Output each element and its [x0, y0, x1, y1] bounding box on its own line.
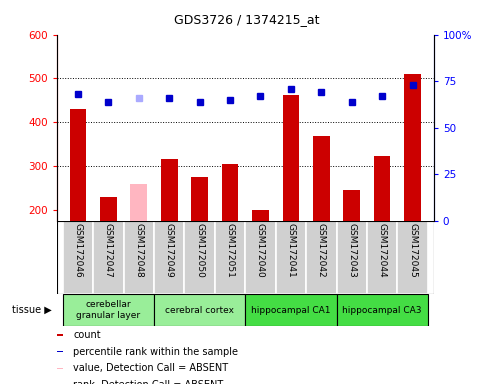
Bar	[93, 221, 124, 294]
Bar	[246, 221, 276, 294]
Text: GSM172051: GSM172051	[226, 223, 235, 278]
Text: GSM172050: GSM172050	[195, 223, 204, 278]
Bar	[367, 221, 397, 294]
Text: hippocampal CA1: hippocampal CA1	[251, 306, 331, 314]
Text: cerebellar
granular layer: cerebellar granular layer	[76, 300, 141, 320]
Bar	[337, 221, 367, 294]
Bar	[124, 221, 154, 294]
Text: percentile rank within the sample: percentile rank within the sample	[73, 347, 239, 357]
Text: hippocampal CA3: hippocampal CA3	[342, 306, 422, 314]
Text: rank, Detection Call = ABSENT: rank, Detection Call = ABSENT	[73, 380, 224, 384]
Bar	[57, 351, 63, 353]
Bar	[191, 177, 208, 221]
Bar	[63, 221, 93, 294]
Text: GSM172046: GSM172046	[73, 223, 82, 278]
Bar	[131, 184, 147, 221]
Bar	[57, 334, 63, 336]
Text: count: count	[73, 330, 101, 340]
Bar	[222, 164, 239, 221]
Bar	[397, 221, 428, 294]
Bar	[343, 190, 360, 221]
Text: cerebral cortex: cerebral cortex	[165, 306, 234, 314]
Bar	[404, 74, 421, 221]
Bar	[63, 294, 154, 326]
Text: GSM172041: GSM172041	[286, 223, 295, 278]
Bar	[276, 221, 306, 294]
Text: GSM172045: GSM172045	[408, 223, 417, 278]
Text: GSM172048: GSM172048	[134, 223, 143, 278]
Text: tissue ▶: tissue ▶	[12, 305, 52, 315]
Bar	[100, 197, 117, 221]
Text: GDS3726 / 1374215_at: GDS3726 / 1374215_at	[174, 13, 319, 26]
Text: GSM172043: GSM172043	[347, 223, 356, 278]
Bar	[154, 294, 246, 326]
Bar	[282, 94, 299, 221]
Text: GSM172047: GSM172047	[104, 223, 113, 278]
Text: GSM172049: GSM172049	[165, 223, 174, 278]
Bar	[246, 294, 337, 326]
Bar	[215, 221, 246, 294]
Text: GSM172044: GSM172044	[378, 223, 387, 278]
Bar	[337, 294, 428, 326]
Bar	[154, 221, 184, 294]
Bar	[313, 136, 330, 221]
Bar	[252, 210, 269, 221]
Bar	[306, 221, 337, 294]
Bar	[70, 109, 86, 221]
Bar	[57, 367, 63, 369]
Text: value, Detection Call = ABSENT: value, Detection Call = ABSENT	[73, 363, 229, 373]
Text: GSM172042: GSM172042	[317, 223, 326, 278]
Bar	[374, 156, 390, 221]
Text: GSM172040: GSM172040	[256, 223, 265, 278]
Bar	[161, 159, 177, 221]
Bar	[184, 221, 215, 294]
